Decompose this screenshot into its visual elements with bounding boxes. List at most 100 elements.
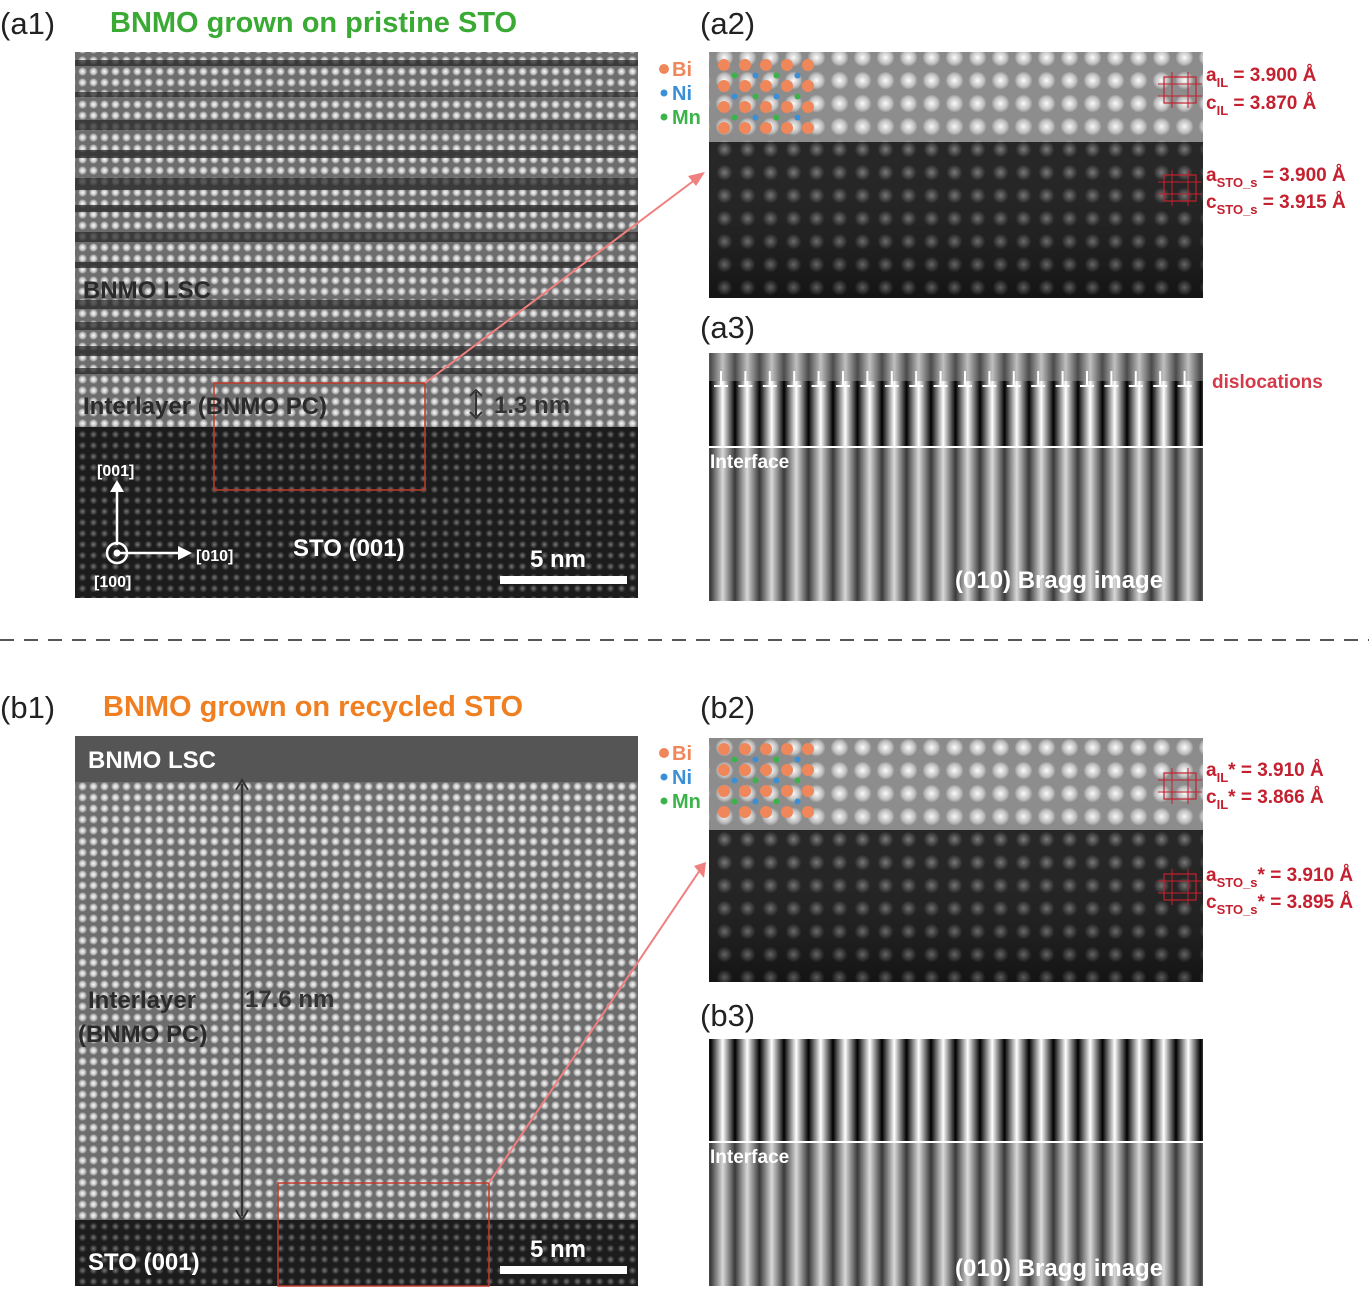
atom-mn bbox=[794, 93, 801, 100]
atom-bi bbox=[802, 806, 814, 818]
atom-bi bbox=[739, 785, 751, 797]
atom-ni bbox=[773, 93, 780, 100]
axis-label: [001] bbox=[97, 463, 134, 480]
subscript: STO_s bbox=[1217, 902, 1258, 917]
value: * = 3.866 Å bbox=[1228, 787, 1324, 808]
atom-ni bbox=[794, 756, 801, 763]
atom-mn bbox=[752, 777, 759, 784]
atom-bi bbox=[802, 59, 814, 71]
stripe bbox=[75, 346, 638, 356]
atom-bi bbox=[739, 122, 751, 134]
stripe bbox=[75, 205, 638, 212]
atom-bi bbox=[718, 743, 730, 755]
legend-label: Mn bbox=[672, 791, 701, 813]
atom-bi bbox=[802, 764, 814, 776]
interface-label: Interface bbox=[710, 452, 789, 473]
stripe bbox=[75, 92, 638, 97]
stripe bbox=[75, 368, 638, 374]
substrate-label: STO (001) bbox=[293, 535, 405, 562]
atom-ni bbox=[773, 777, 780, 784]
lattice-parameter: cSTO_s* = 3.895 Å bbox=[1206, 892, 1353, 917]
atom-mn bbox=[752, 93, 759, 100]
atom-bi bbox=[781, 122, 793, 134]
thickness-label: 17.6 nm bbox=[245, 986, 334, 1013]
layer-label: (BNMO PC) bbox=[78, 1021, 207, 1048]
atom-mn bbox=[773, 798, 780, 805]
atom-mn bbox=[794, 777, 801, 784]
atom-ni bbox=[752, 114, 759, 121]
atom-bi bbox=[760, 785, 772, 797]
atom-bi bbox=[739, 743, 751, 755]
value: = 3.915 Å bbox=[1258, 192, 1346, 213]
atom-bi bbox=[739, 80, 751, 92]
thickness-label: 1.3 nm bbox=[494, 392, 570, 419]
atom-bi bbox=[739, 59, 751, 71]
atom-bi bbox=[760, 122, 772, 134]
subscript: STO_s bbox=[1217, 175, 1258, 190]
legend-label: Mn bbox=[672, 107, 701, 129]
atom-bi bbox=[781, 80, 793, 92]
lattice-parameter: cSTO_s = 3.915 Å bbox=[1206, 192, 1346, 217]
atom-bi bbox=[718, 122, 730, 134]
lattice-parameter: aIL = 3.900 Å bbox=[1206, 65, 1317, 90]
atom-bi bbox=[739, 764, 751, 776]
atom-mn bbox=[731, 798, 738, 805]
atom-bi bbox=[739, 806, 751, 818]
legend-dot bbox=[660, 113, 668, 121]
annotation: dislocations bbox=[1212, 372, 1323, 393]
panel-title: BNMO grown on pristine STO bbox=[110, 7, 517, 39]
panel-title: BNMO grown on recycled STO bbox=[103, 691, 523, 723]
subscript: IL bbox=[1217, 797, 1229, 812]
legend-label: Bi bbox=[672, 59, 692, 81]
symbol: c bbox=[1206, 192, 1217, 213]
legend-dot bbox=[660, 773, 668, 781]
panel-label: (a3) bbox=[700, 310, 755, 345]
atom-bi bbox=[760, 80, 772, 92]
atom-bi bbox=[718, 80, 730, 92]
cell-icon bbox=[1163, 174, 1197, 202]
interface-label: Interface bbox=[710, 1147, 789, 1168]
subscript: STO_s bbox=[1217, 202, 1258, 217]
atom-bi bbox=[760, 743, 772, 755]
atom-bi bbox=[718, 101, 730, 113]
stripe bbox=[75, 150, 638, 158]
stripe bbox=[75, 60, 638, 66]
legend-label: Ni bbox=[672, 83, 692, 105]
legend-dot bbox=[660, 89, 668, 97]
value: = 3.900 Å bbox=[1258, 165, 1346, 186]
symbol: a bbox=[1206, 65, 1217, 86]
atom-bi bbox=[718, 764, 730, 776]
b3-image bbox=[709, 1039, 1203, 1286]
atom-mn bbox=[773, 114, 780, 121]
stripe bbox=[75, 322, 638, 330]
zoom-arrow-head bbox=[688, 172, 705, 186]
atom-bi bbox=[781, 101, 793, 113]
symbol: a bbox=[1206, 165, 1217, 186]
b2-image bbox=[709, 738, 1203, 982]
panel-label: (a1) bbox=[0, 6, 55, 41]
panel-label: (b1) bbox=[0, 690, 55, 725]
atom-ni bbox=[752, 756, 759, 763]
stripe bbox=[75, 120, 638, 130]
lattice-parameter: cIL* = 3.866 Å bbox=[1206, 787, 1324, 812]
atom-bi bbox=[781, 59, 793, 71]
atom-ni bbox=[794, 72, 801, 79]
atom-bi bbox=[802, 122, 814, 134]
atom-ni bbox=[794, 798, 801, 805]
b1-image bbox=[75, 736, 638, 1287]
legend-dot bbox=[659, 64, 669, 74]
symbol: a bbox=[1206, 760, 1217, 781]
zoom-arrow-head bbox=[694, 862, 706, 878]
atom-mn bbox=[773, 756, 780, 763]
caption: (010) Bragg image bbox=[955, 1255, 1163, 1282]
axis-label: [010] bbox=[196, 548, 233, 565]
layer-label: BNMO LSC bbox=[83, 277, 211, 304]
legend-label: Ni bbox=[672, 767, 692, 789]
atom-bi bbox=[781, 743, 793, 755]
atom-ni bbox=[752, 72, 759, 79]
lattice-parameter: cIL = 3.870 Å bbox=[1206, 93, 1317, 118]
atom-bi bbox=[781, 806, 793, 818]
atom-mn bbox=[773, 72, 780, 79]
panel-label: (b3) bbox=[700, 998, 755, 1033]
atom-bi bbox=[781, 764, 793, 776]
